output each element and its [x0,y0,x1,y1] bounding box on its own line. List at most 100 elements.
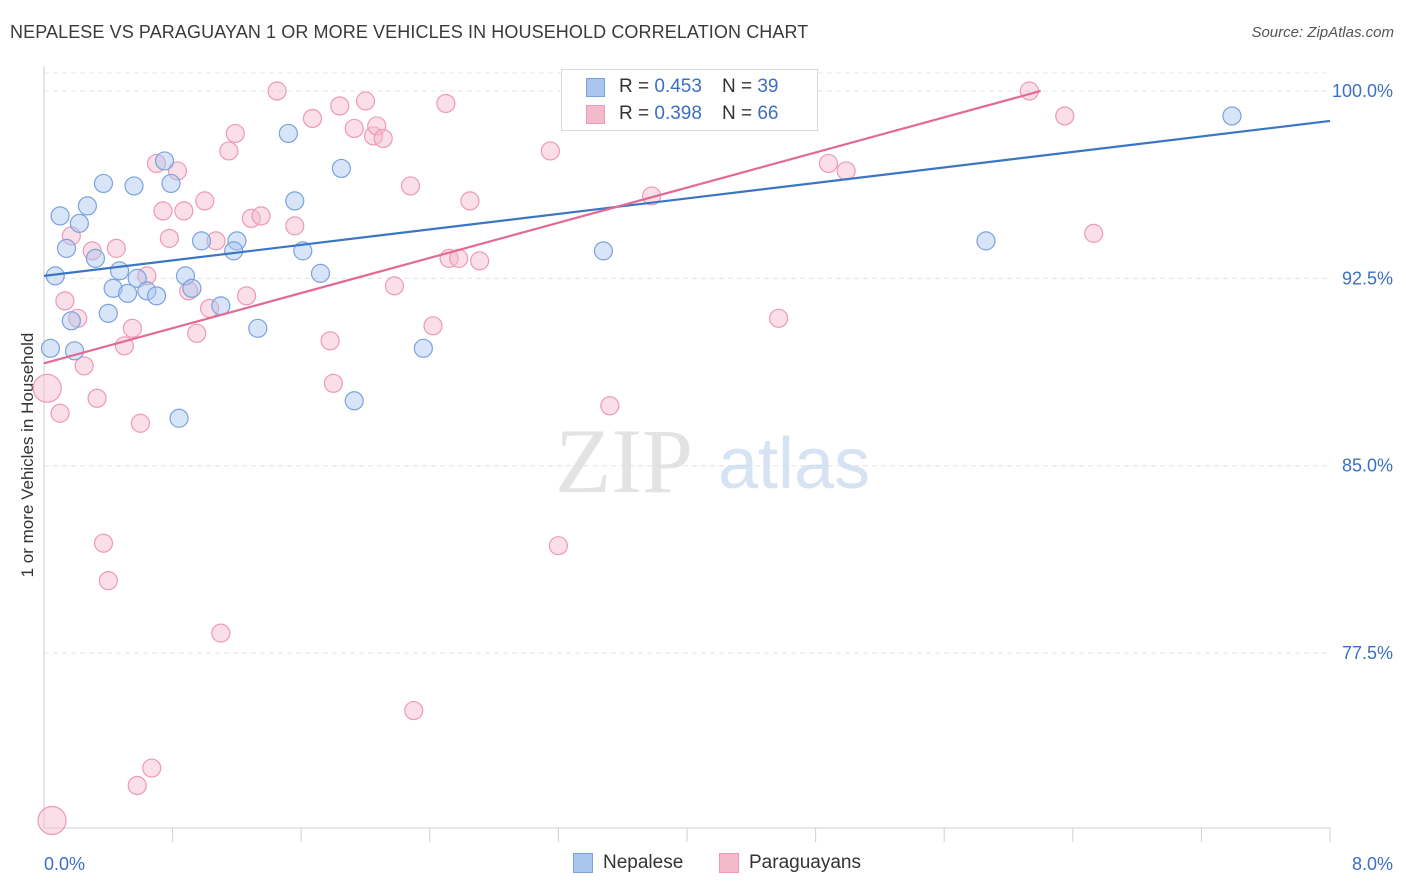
nepalese-point [40,338,61,358]
paraguayans-point [127,775,147,796]
legend-swatch-nepalese [573,853,593,873]
paraguayans-point [251,206,271,226]
nepalese-point [593,241,614,261]
legend-r-value: 0.453 [654,76,702,97]
nepalese-point [169,408,189,428]
paraguayans-trendline [43,89,1041,365]
paraguayans-point [55,291,75,311]
axes [43,66,1331,842]
paraguayans-point [87,388,107,408]
gridlines [44,72,1330,654]
paraguayans-point [436,93,456,114]
paraguayans-point [187,323,207,343]
nepalese-point [161,173,181,194]
paraguayans-point [206,231,226,251]
paraguayans-points [32,81,1104,836]
legend-n-label: N = [721,103,753,124]
nepalese-point [413,338,433,358]
paraguayans-point [179,281,199,301]
nepalese-point [50,206,70,226]
paraguayans-point [600,396,620,416]
paraguayans-point [302,108,323,129]
paraguayans-point [32,373,62,403]
nepalese-point [278,123,298,144]
watermark-zip: ZIP [555,410,693,512]
nepalese-point [109,261,130,281]
legend-row-nepalese: R = 0.453 N = 39 [586,74,778,100]
paraguayans-point [460,191,480,211]
paraguayans-point [384,276,405,296]
paraguayans-point [1055,106,1075,126]
y-tick-label: 85.0% [1342,456,1393,476]
legend-item-paraguayans[interactable]: Paraguayans [719,852,861,874]
paraguayans-point [159,228,179,248]
legend-n-label: N = [721,76,753,97]
legend-n-value: 39 [757,76,779,97]
nepalese-point [331,158,351,179]
paraguayans-point [142,758,162,778]
paraguayans-point [404,700,424,721]
paraguayans-point [267,81,287,101]
nepalese-point [293,241,313,261]
trendlines [43,89,1331,365]
paraguayans-point [1019,81,1039,101]
paraguayans-point [98,571,118,591]
paraguayans-point [423,316,443,336]
legend-label-paraguayans: Paraguayans [749,852,861,873]
paraguayans-point [1084,223,1104,243]
paraguayans-point [540,141,560,161]
paraguayans-point [373,128,393,149]
legend-swatch-paraguayans [586,104,605,124]
paraguayans-point [470,251,490,271]
paraguayans-point [769,308,789,328]
paraguayans-point [818,153,839,174]
watermark: ZIP atlas [555,410,870,512]
paraguayans-point [400,176,421,196]
legend-row-paraguayans: R = 0.398 N = 66 [586,101,778,127]
paraguayans-point [285,216,305,236]
nepalese-point [154,151,175,171]
legend-n-value: 66 [757,103,779,124]
nepalese-point [976,231,996,251]
y-tick-label: 100.0% [1332,81,1393,101]
legend-item-nepalese[interactable]: Nepalese [573,852,683,874]
x-tick-label: 8.0% [1352,854,1393,874]
paraguayans-point [50,403,70,423]
paraguayans-point [93,533,114,553]
legend-r-label: R = [619,76,650,97]
paraguayans-point [146,153,167,174]
nepalese-point [224,241,244,261]
paraguayans-point [344,118,364,139]
nepalese-point [344,391,364,411]
nepalese-point [103,278,123,298]
paraguayans-point [323,373,343,393]
paraguayans-point [236,286,257,306]
paraguayans-point [330,96,350,116]
nepalese-point [310,263,331,283]
paraguayans-point [211,623,231,643]
chart-title: NEPALESE VS PARAGUAYAN 1 OR MORE VEHICLE… [10,22,809,42]
paraguayans-point [114,336,134,356]
nepalese-point [61,311,81,331]
watermark-atlas: atlas [718,424,870,504]
nepalese-point [137,281,157,301]
paraguayans-point [74,356,94,376]
paraguayans-point [130,413,151,433]
legend-label-nepalese: Nepalese [603,852,684,873]
paraguayans-point [106,238,126,258]
nepalese-point [146,286,167,306]
nepalese-point [69,213,89,233]
series-legend: Nepalese Paraguayans [0,852,1406,876]
legend-swatch-nepalese [586,77,605,97]
paraguayans-point [167,161,188,181]
nepalese-point [98,303,118,323]
nepalese-point [77,196,98,216]
paraguayans-point [367,116,387,136]
tick-labels: 100.0% 92.5% 85.0% 77.5% 0.0% 8.0% [44,81,1393,874]
x-tick-label: 0.0% [44,854,85,874]
paraguayans-point [320,331,340,351]
paraguayans-point [836,161,856,181]
paraguayans-point [122,318,143,338]
paraguayans-point [195,191,215,211]
